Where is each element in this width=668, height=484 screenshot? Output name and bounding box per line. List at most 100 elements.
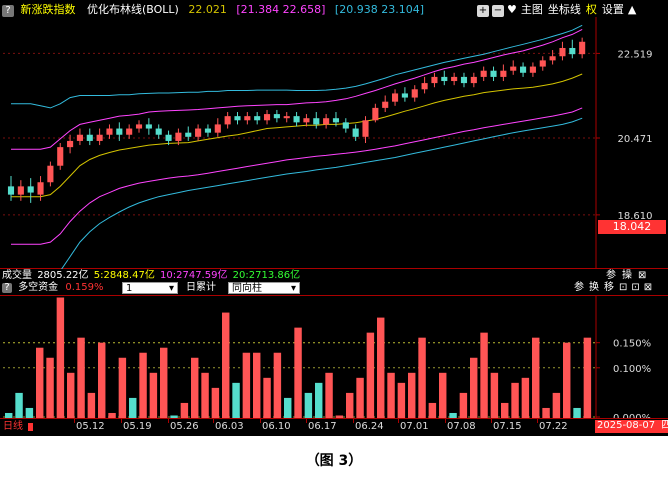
fund-bar [170,415,178,418]
x-tick-label: 06.10 [262,421,291,432]
candle [303,114,310,127]
fund-bar [397,382,406,418]
fund-bar [573,407,581,418]
period-select-value: 1 [126,283,133,294]
x-tick-label: 07.15 [493,421,522,432]
candle-body [135,124,143,129]
volume-ma20: 20:2713.86亿 [232,270,301,281]
x-tick-mark [213,419,214,423]
candle [263,109,271,125]
heart-icon[interactable]: ♥ [507,3,517,16]
mode-select-value: 同向柱 [232,283,262,294]
candle-body [204,128,212,133]
candle-body [47,165,54,183]
current-price: 18.042 [612,220,652,233]
fund-bar [160,347,168,418]
fund-collapse-icon[interactable]: ⊡ [631,282,640,293]
toolbar-rights[interactable]: 权 [585,3,597,16]
candle [441,70,448,86]
volume-switch-button[interactable]: 操 [622,270,632,281]
candle-body [126,128,133,135]
date-badge: 2025-08-07 四 [595,420,668,433]
volume-row: 成交量 2805.22亿 5:2848.47亿 10:2747.59亿 20:2… [2,270,666,283]
collapse-icon[interactable]: ▲ [627,3,637,16]
fund-bar-chart[interactable]: 0.150% 0.100% 0.000% [0,295,668,418]
candle-body [480,70,487,77]
candle-body [67,140,74,148]
fund-bar [335,415,344,418]
candlestick-chart[interactable]: 22.519 20.471 18.610 [0,17,668,269]
fund-bar [501,402,509,418]
fund-bar [129,397,137,418]
fund-bar [552,392,561,418]
candle-body [165,134,172,141]
candle-body [500,70,507,77]
fund-title: 多空资金 [18,282,59,293]
x-tick-mark [398,419,399,423]
chart-window: ? 新涨跌指数 优化布林线(BOLL) 22.021 [21.384 22.65… [0,0,668,436]
candle [451,72,458,86]
volume-param-button[interactable]: 参 [606,270,616,281]
toolbar-grid[interactable]: 坐标线 [547,3,581,16]
candle-body [96,134,103,141]
indicator-name[interactable]: 优化布林线(BOLL) [87,3,179,16]
fund-bar [232,382,240,418]
y-tick-label: 18.610 [618,211,653,222]
candle-body [224,116,231,125]
volume-label: 成交量 [2,270,32,281]
fund-bar [87,392,96,418]
fund-close-icon[interactable]: ⊠ [643,282,653,293]
help-icon[interactable]: ? [2,5,14,17]
fund-param-button[interactable]: 参 [574,282,584,293]
add-icon[interactable]: + [477,5,489,17]
candle-body [27,186,34,193]
maximize-icon[interactable]: ⊡ [619,282,628,293]
candle [293,112,300,127]
volume-close-icon[interactable]: ⊠ [638,270,647,281]
fund-bar [201,372,209,418]
fund-move-button[interactable]: 移 [604,282,614,293]
toolbar-main[interactable]: 主图 [520,3,543,16]
fund-help-icon[interactable]: ? [2,283,12,293]
candle-body [313,118,320,125]
period-marker [28,423,33,431]
volume-total: 2805.22亿 [37,270,89,281]
fund-switch-button[interactable]: 换 [589,282,599,293]
fund-bar [180,402,189,418]
x-tick-label: 06.24 [355,421,384,432]
candle-body [273,114,280,119]
period-select[interactable]: 1 ▾ [122,282,178,294]
candle [67,134,74,154]
boll-line-outer2 [61,117,583,269]
candle-body [529,66,536,73]
minus-icon[interactable]: − [492,5,504,17]
volume-ma10: 10:2747.59亿 [160,270,228,281]
volume-ma5: 5:2848.47亿 [93,270,155,281]
candle-body [185,132,192,137]
candle-body [155,128,162,135]
candle [539,56,546,71]
fund-bar [98,342,106,418]
candle-body [263,114,271,121]
x-tick-mark [121,419,122,423]
chevron-down-icon: ▾ [168,283,174,294]
mode-select[interactable]: 同向柱 ▾ [228,282,300,294]
fund-bar [15,392,23,418]
candle [116,122,123,141]
boll-line-outer [11,24,583,109]
fund-buttons: 参换移 ⊡ ⊡ ⊠ [574,282,652,294]
candle [510,60,517,75]
fund-bar [242,352,251,418]
index-title[interactable]: 新涨跌指数 [20,3,76,16]
figure-caption: （图 3） [305,453,363,469]
candle [7,176,15,201]
candle [500,64,507,82]
x-tick-label: 06.17 [308,421,337,432]
fund-bar [428,402,437,418]
period-tab[interactable]: 日线 [3,421,23,432]
candle [234,112,241,125]
toolbar-settings[interactable]: 设置 [601,3,624,16]
candle-body [116,128,123,135]
candle [96,128,103,146]
candle-body [549,56,556,61]
